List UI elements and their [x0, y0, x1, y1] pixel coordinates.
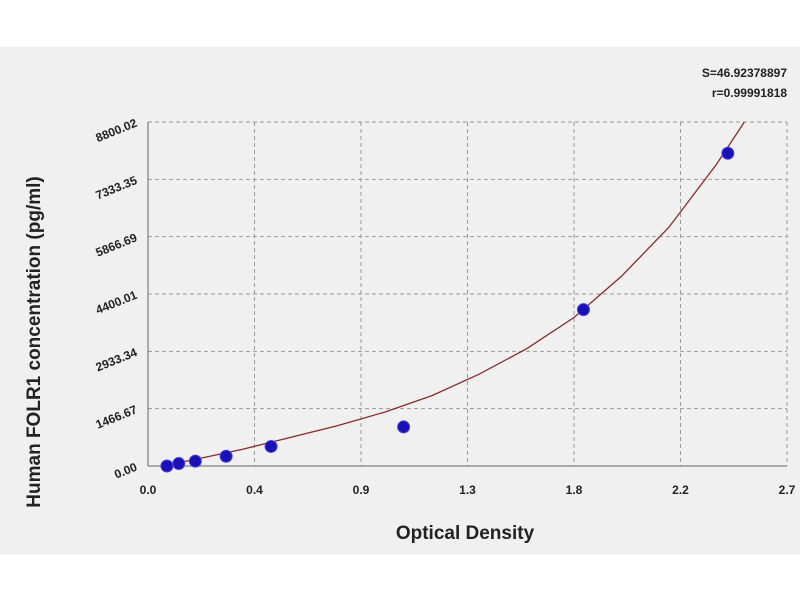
axes [147, 122, 787, 467]
y-tick-label: 0.00 [112, 460, 139, 482]
x-axis-title: Optical Density [396, 523, 535, 544]
data-point [219, 449, 233, 463]
x-tick-label: 1.3 [459, 483, 476, 497]
x-tick-label: 0.4 [246, 483, 263, 497]
y-tick-label: 7333.35 [94, 173, 140, 202]
chart-panel: 0.0 0.4 0.9 1.3 1.8 2.2 2.7 0.00 1466.67 2933.34… [0, 47, 800, 555]
x-tick-label: 1.8 [566, 483, 583, 497]
data-point [721, 146, 735, 160]
y-tick-label: 2933.34 [94, 345, 140, 374]
r-statistic: r=0.99991818 [712, 86, 787, 100]
data-point [264, 439, 278, 453]
chart: 0.0 0.4 0.9 1.3 1.8 2.2 2.7 0.00 1466.67 2933.34… [24, 66, 796, 544]
x-tick-label: 0.9 [353, 483, 370, 497]
data-point [188, 454, 202, 468]
data-point [397, 420, 411, 434]
data-point [576, 303, 590, 317]
y-tick-label: 5866.69 [94, 230, 140, 259]
y-tick-labels: 0.00 1466.67 2933.34 4400.01 5866.69 7333.35 8… [94, 116, 140, 482]
data-points [160, 146, 735, 473]
grid [148, 121, 788, 466]
fit-curve-layer [162, 121, 745, 467]
y-tick-label: 8800.02 [94, 116, 140, 145]
y-tick-label: 1466.67 [94, 402, 140, 431]
fit-curve [162, 121, 745, 467]
x-tick-label: 2.2 [672, 483, 689, 497]
data-point [160, 459, 174, 473]
x-tick-labels: 0.0 0.4 0.9 1.3 1.8 2.2 2.7 [140, 483, 796, 497]
y-tick-label: 4400.01 [94, 288, 140, 317]
s-statistic: S=46.92378897 [702, 66, 787, 80]
data-point [172, 457, 186, 471]
y-axis-title: Human FOLR1 concentration (pg/ml) [24, 176, 45, 507]
x-tick-label: 2.7 [779, 483, 796, 497]
x-tick-label: 0.0 [140, 483, 157, 497]
